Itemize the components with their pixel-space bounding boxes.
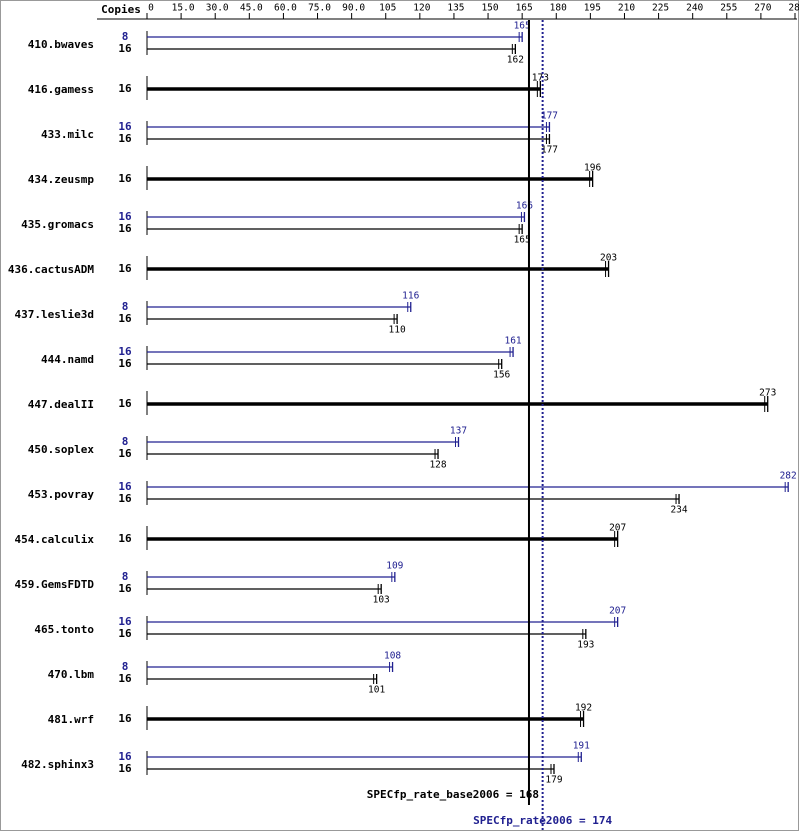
value-label: 179 <box>545 775 562 786</box>
copies-label: 16 <box>118 210 132 223</box>
benchmark-label: 482.sphinx3 <box>21 758 94 771</box>
benchmark-label: 481.wrf <box>48 713 94 726</box>
copies-label: 16 <box>118 750 132 763</box>
value-label: 165 <box>514 235 531 246</box>
copies-label: 16 <box>118 492 132 505</box>
value-label: 116 <box>402 291 419 302</box>
benchmark-label: 435.gromacs <box>21 218 94 231</box>
copies-label: 16 <box>118 480 132 493</box>
value-label: 173 <box>532 73 549 84</box>
benchmark-label: 450.soplex <box>28 443 95 456</box>
value-label: 156 <box>493 370 510 381</box>
x-tick-label: 135 <box>447 3 464 14</box>
value-label: 101 <box>368 685 385 696</box>
benchmark-label: 465.tonto <box>34 623 94 636</box>
value-label: 128 <box>429 460 446 471</box>
value-label: 162 <box>507 55 524 66</box>
value-label: 161 <box>504 336 521 347</box>
benchmark-label: 447.dealII <box>28 398 94 411</box>
value-label: 191 <box>573 741 590 752</box>
value-label: 177 <box>541 111 558 122</box>
benchmark-label: 444.namd <box>41 353 94 366</box>
copies-label: 16 <box>118 132 132 145</box>
x-tick-label: 60.0 <box>274 3 297 14</box>
copies-label: 16 <box>118 262 132 275</box>
value-label: 103 <box>373 595 390 606</box>
copies-label: 8 <box>122 660 129 673</box>
value-label: 207 <box>609 523 626 534</box>
benchmark-label: 470.lbm <box>48 668 95 681</box>
copies-label: 16 <box>118 447 132 460</box>
value-label: 165 <box>514 21 531 32</box>
benchmark-label: 434.zeusmp <box>28 173 95 186</box>
benchmark-label: 459.GemsFDTD <box>15 578 95 591</box>
value-label: 273 <box>759 388 776 399</box>
copies-label: 16 <box>118 82 132 95</box>
x-tick-label: 195 <box>584 3 601 14</box>
copies-label: 16 <box>118 615 132 628</box>
benchmark-label: 454.calculix <box>15 533 95 546</box>
reference-label: SPECfp_rate2006 = 174 <box>473 814 612 827</box>
benchmark-label: 436.cactusADM <box>8 263 94 276</box>
x-tick-label: 165 <box>516 3 533 14</box>
value-label: 110 <box>389 325 406 336</box>
x-tick-label: 75.0 <box>308 3 331 14</box>
x-tick-label: 105 <box>379 3 396 14</box>
benchmark-label: 433.milc <box>41 128 94 141</box>
x-tick-label: 180 <box>550 3 567 14</box>
value-label: 207 <box>609 606 626 617</box>
copies-label: 8 <box>122 570 129 583</box>
value-label: 177 <box>541 145 558 156</box>
copies-header: Copies <box>101 3 141 16</box>
benchmark-label: 416.gamess <box>28 83 94 96</box>
value-label: 108 <box>384 651 401 662</box>
copies-label: 16 <box>118 627 132 640</box>
copies-label: 16 <box>118 312 132 325</box>
copies-label: 16 <box>118 532 132 545</box>
copies-label: 16 <box>118 712 132 725</box>
benchmark-label: 453.povray <box>28 488 95 501</box>
x-tick-label: 210 <box>618 3 635 14</box>
copies-label: 8 <box>122 435 129 448</box>
x-tick-label: 285 <box>788 3 799 14</box>
value-label: 192 <box>575 703 592 714</box>
benchmark-label: 410.bwaves <box>28 38 94 51</box>
benchmark-label: 437.leslie3d <box>15 308 94 321</box>
x-tick-label: 15.0 <box>172 3 195 14</box>
copies-label: 16 <box>118 345 132 358</box>
copies-label: 16 <box>118 672 132 685</box>
x-tick-label: 225 <box>652 3 669 14</box>
x-tick-label: 240 <box>686 3 703 14</box>
value-label: 203 <box>600 253 617 264</box>
x-tick-label: 120 <box>413 3 430 14</box>
value-label: 234 <box>670 505 687 516</box>
copies-label: 16 <box>118 172 132 185</box>
copies-label: 16 <box>118 397 132 410</box>
copies-label: 16 <box>118 357 132 370</box>
x-tick-label: 150 <box>481 3 498 14</box>
reference-label: SPECfp_rate_base2006 = 168 <box>367 788 539 801</box>
value-label: 166 <box>516 201 533 212</box>
value-label: 196 <box>584 163 601 174</box>
x-tick-label: 0 <box>148 3 154 14</box>
copies-label: 16 <box>118 120 132 133</box>
copies-label: 16 <box>118 42 132 55</box>
x-tick-label: 270 <box>754 3 771 14</box>
copies-label: 16 <box>118 762 132 775</box>
copies-label: 16 <box>118 222 132 235</box>
x-tick-label: 45.0 <box>240 3 263 14</box>
x-tick-label: 30.0 <box>206 3 229 14</box>
value-label: 109 <box>386 561 403 572</box>
value-label: 282 <box>780 471 797 482</box>
x-tick-label: 90.0 <box>342 3 365 14</box>
copies-label: 16 <box>118 582 132 595</box>
x-tick-label: 255 <box>720 3 737 14</box>
copies-label: 8 <box>122 300 129 313</box>
copies-label: 8 <box>122 30 129 43</box>
value-label: 193 <box>577 640 594 651</box>
value-label: 137 <box>450 426 467 437</box>
